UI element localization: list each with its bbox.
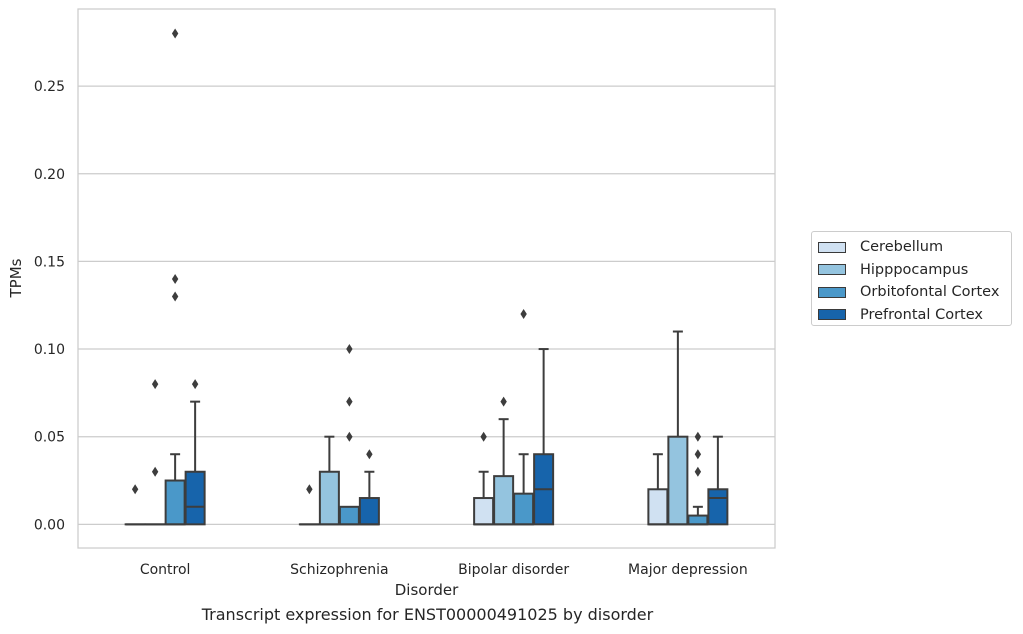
box-group [473,431,495,526]
legend-swatch [818,241,846,253]
x-tick-label: Schizophrenia [290,562,388,578]
outlier-point [500,396,507,407]
legend-item: Cerebellum [818,236,1011,259]
box-group [338,344,360,526]
box [164,479,186,526]
box [707,488,729,526]
outlier-point [694,466,702,477]
box-group [707,435,729,526]
box-group [358,449,380,526]
outlier-point [694,449,702,460]
box [687,514,709,526]
plot-frame [77,8,776,549]
legend: Cerebellum Hipppocampus Orbitofontal Corte… [811,231,1012,326]
x-tick-label: Bipolar disorder [458,562,569,578]
outlier-point [171,291,179,302]
chart-caption: Transcript expression for ENST0000049102… [201,605,654,624]
y-tick-label: 0.00 [34,517,65,533]
legend-swatch [818,309,846,321]
legend-item: Prefrontal Cortex [818,304,1011,327]
outlier-point [520,308,527,319]
legend-label: Orbitofontal Cortex [860,284,1000,301]
box-group [184,379,206,526]
outlier-point [480,431,487,442]
boxes [124,28,729,526]
outlier-point [171,273,179,284]
outlier-point [346,396,353,407]
box [338,505,360,526]
box-group [318,435,340,526]
legend-label: Hipppocampus [860,261,969,278]
outlier-point [306,484,313,495]
y-tick-label: 0.15 [34,254,65,270]
box-group [667,330,689,526]
outlier-point [131,484,139,495]
x-tick-labels: Control Schizophrenia Bipolar disorder Majo… [140,562,748,578]
y-tick-labels: 0.00 0.05 0.10 0.15 0.20 0.25 [34,79,65,533]
outlier-point [151,466,159,477]
y-tick-label: 0.05 [34,430,65,446]
legend-label: Prefrontal Cortex [860,306,983,323]
legend-swatch [818,286,846,298]
box-group [513,308,535,526]
y-tick-label: 0.10 [34,342,65,358]
box [318,470,340,526]
y-tick-label: 0.20 [34,167,65,183]
box-group [493,396,515,526]
box [473,497,495,526]
x-axis-title: Disorder [395,581,459,599]
legend-label: Cerebellum [860,239,944,256]
legend-swatch [818,264,846,276]
y-tick-label: 0.25 [34,79,65,95]
box [513,492,535,526]
outlier-point [171,28,179,39]
outlier-point [694,431,702,442]
box [667,435,689,526]
outlier-point [366,449,373,460]
legend-item: Orbitofontal Cortex [818,281,1011,304]
box-group [647,453,669,526]
x-tick-label: Major depression [628,562,748,578]
box [184,470,206,526]
legend-item: Hipppocampus [818,259,1011,282]
box [493,475,515,526]
outlier-point [191,379,199,390]
box [358,497,380,526]
box-group [533,348,555,526]
outlier-point [151,379,159,390]
box [647,488,669,526]
outlier-point [346,431,353,442]
outlier-point [346,344,353,355]
x-tick-label: Control [140,562,191,578]
y-axis-title: TPMs [7,258,25,298]
